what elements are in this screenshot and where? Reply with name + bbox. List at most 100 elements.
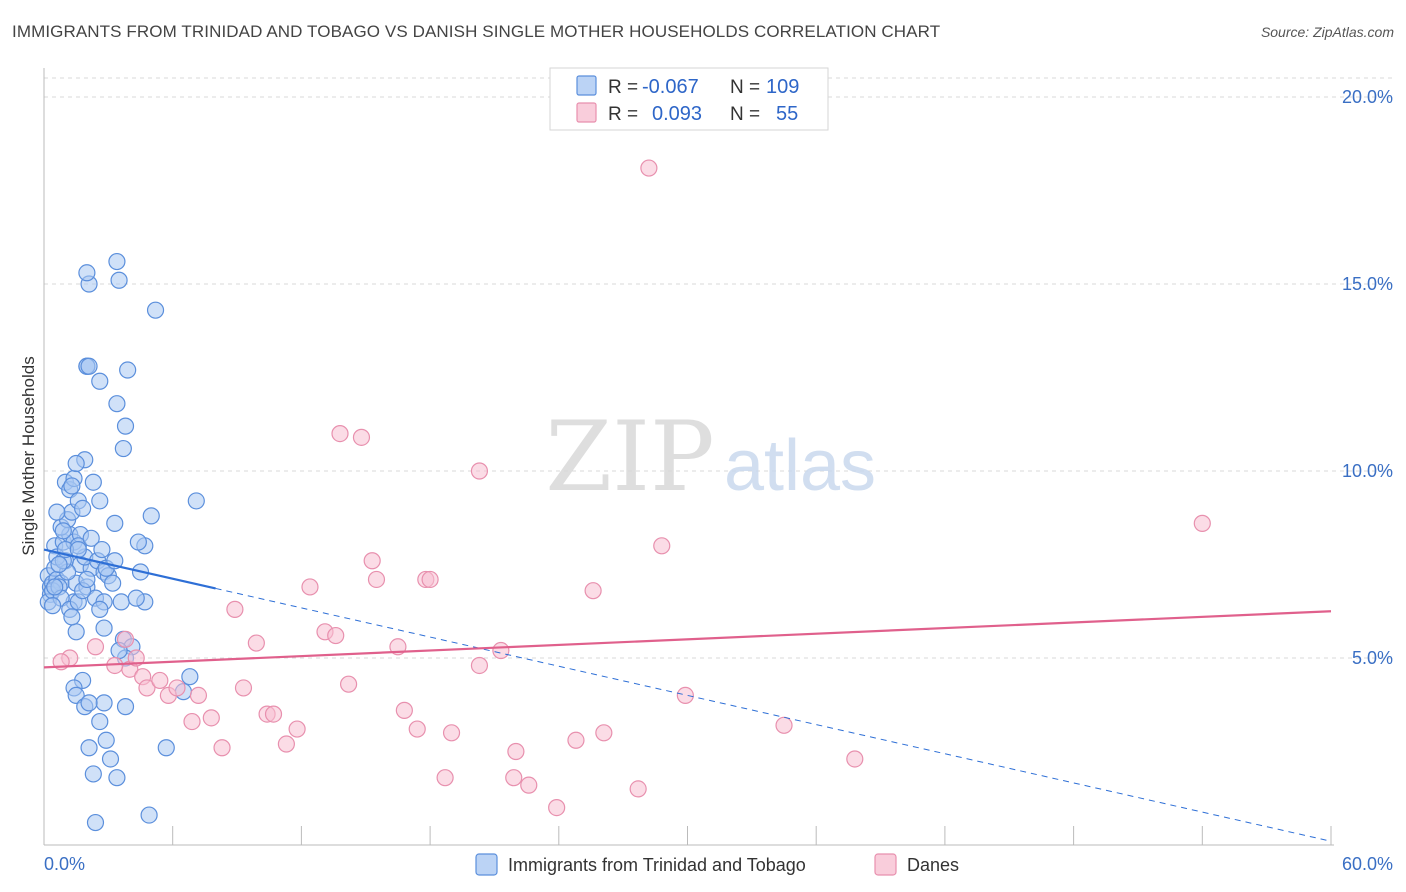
immigrants-trend-dashed [215, 587, 1332, 842]
immigrants-point [119, 361, 137, 379]
danes-point [331, 425, 349, 443]
immigrants-point [43, 597, 62, 615]
immigrants-point [74, 499, 92, 517]
x-tick-label-max: 60.0% [1342, 854, 1393, 874]
immigrants-point [108, 769, 126, 787]
y-axis-label: Single Mother Households [19, 356, 38, 555]
danes-point [151, 671, 169, 690]
legend-n-label-1: N = [730, 77, 760, 98]
danes-point [1193, 514, 1211, 532]
y-tick-label: 5.0% [1352, 648, 1393, 668]
danes-point [470, 656, 489, 675]
danes-point [116, 630, 135, 648]
trend-lines [43, 548, 1332, 842]
immigrants-point [108, 252, 126, 271]
danes-point [507, 742, 525, 761]
series-legend-swatch-danes [874, 853, 897, 876]
danes-point [584, 582, 602, 600]
danes-point [548, 798, 566, 817]
immigrants-point [129, 533, 147, 551]
immigrants-point [116, 417, 135, 435]
legend-r-label-1: R = [608, 77, 638, 98]
danes-point [234, 679, 253, 697]
immigrants-point [114, 439, 132, 458]
immigrants-point [63, 608, 81, 626]
immigrants-point [50, 555, 68, 574]
immigrants-trend-solid [43, 548, 216, 590]
immigrants-point [104, 574, 122, 592]
series-legend-label-immigrants: Immigrants from Trinidad and Tobago [508, 855, 806, 875]
immigrants-point [48, 503, 66, 521]
legend-r-value-1: -0.067 [642, 76, 699, 98]
danes-point [505, 769, 523, 787]
danes-point [367, 570, 386, 589]
danes-point [189, 686, 208, 705]
danes-point [653, 537, 671, 555]
danes-trend [43, 610, 1332, 669]
danes-point [277, 735, 295, 753]
legend-r-value-2: 0.093 [652, 103, 702, 125]
danes-point [470, 462, 489, 480]
immigrants-point [82, 529, 100, 547]
danes-point [395, 701, 413, 719]
immigrants-point [80, 739, 98, 757]
immigrants-point [80, 694, 98, 712]
immigrants-point [93, 540, 111, 559]
immigrants-point [91, 372, 109, 390]
danes-point [327, 626, 345, 645]
legend-n-value-1: 109 [766, 76, 799, 98]
y-tick-labels: 5.0% 10.0% 15.0% 20.0% [1342, 87, 1393, 668]
danes-point [127, 649, 145, 667]
immigrants-point [95, 694, 113, 712]
legend-r-label-2: R = [608, 104, 638, 125]
legend-swatch-blue [576, 75, 597, 96]
danes-point [436, 769, 454, 787]
danes-point [640, 159, 658, 177]
danes-point [421, 570, 439, 589]
danes-point [846, 750, 864, 768]
danes-point [352, 428, 371, 446]
immigrants-point [181, 668, 199, 686]
danes-point [138, 679, 156, 697]
danes-point [226, 600, 244, 618]
stats-legend: R = -0.067 N = 109 R = 0.093 N = 55 [549, 67, 829, 131]
series-legend: Immigrants from Trinidad and Tobago Dane… [475, 853, 959, 876]
immigrants-point [63, 477, 81, 495]
immigrants-point [97, 731, 115, 749]
legend-n-label-2: N = [730, 104, 760, 125]
immigrants-point [91, 600, 109, 618]
danes-point [339, 675, 358, 693]
immigrants-point [116, 698, 135, 716]
immigrants-point [108, 395, 126, 413]
immigrants-point [187, 492, 205, 510]
danes-point [247, 634, 265, 652]
danes-point [520, 776, 538, 794]
danes-point [595, 724, 613, 742]
immigrants-point [84, 765, 102, 783]
immigrants-point [67, 454, 85, 473]
immigrants-point [80, 357, 98, 375]
immigrants-point [78, 264, 96, 282]
danes-point [676, 686, 694, 705]
immigrants-point [101, 750, 120, 768]
danes-point [629, 780, 647, 798]
danes-point [775, 716, 793, 734]
legend-n-value-2: 55 [776, 103, 798, 125]
immigrants-point [84, 473, 102, 491]
danes-point [492, 641, 510, 660]
series-danes-points [52, 159, 1211, 817]
y-tick-label: 15.0% [1342, 274, 1393, 294]
x-axis-ticks [172, 826, 1332, 845]
immigrants-point [95, 619, 113, 637]
x-tick-label-min: 0.0% [44, 854, 85, 874]
legend-swatch-pink [576, 102, 597, 123]
danes-point [202, 709, 220, 727]
immigrants-point [112, 593, 130, 611]
series-legend-swatch-immigrants [475, 853, 498, 876]
danes-point [264, 705, 283, 723]
danes-point [363, 552, 381, 570]
danes-point [183, 712, 201, 731]
immigrants-point [54, 522, 72, 540]
watermark-atlas: atlas [724, 426, 876, 506]
